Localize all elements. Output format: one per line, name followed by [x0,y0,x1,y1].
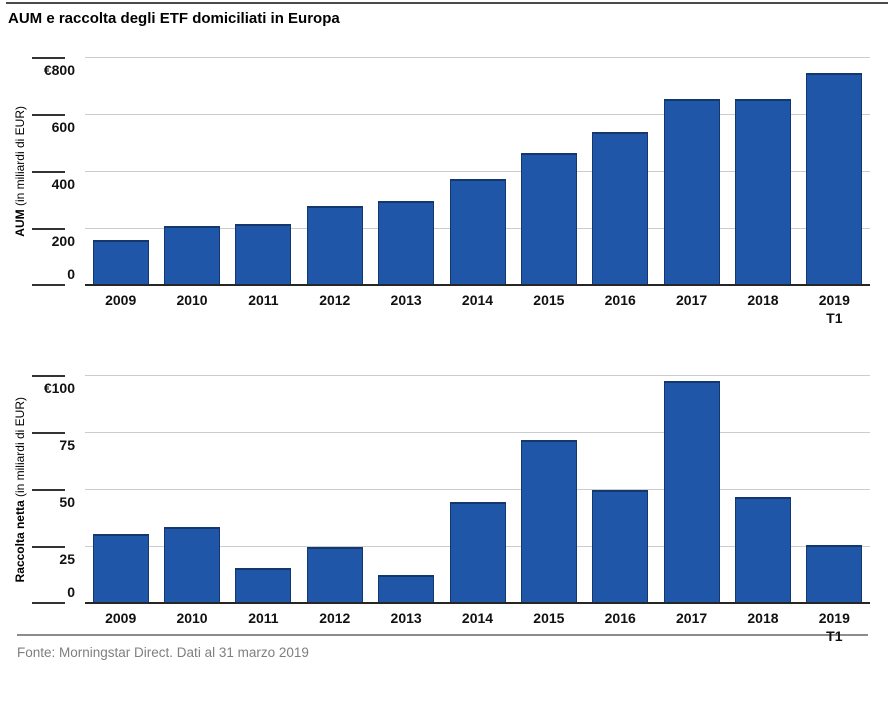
aum-bar-2017 [663,98,720,284]
x-label-2013: 2013 [390,609,422,626]
aum-bar-2015 [520,152,577,284]
raccolta-netta-chart: Raccolta netta (in miliardi di EUR) €100 7… [0,374,894,643]
gridline-600 [85,114,870,115]
y-tick-800 [32,56,65,59]
x-label-2011: 2011 [248,291,279,308]
y-tick-label-200: 200 [51,232,75,249]
y-tick-0 [32,601,65,604]
aum-bar-2016 [592,131,649,284]
y-tick-label-400: 400 [51,175,75,192]
raccolta-netta-bar-2015 [520,439,577,602]
x-label-2019: 2019 [818,609,850,626]
x-label-2009: 2009 [105,609,137,626]
aum-chart: AUM (in miliardi di EUR) €800 600 400 200 0 20… [0,56,894,325]
y-tick-100 [32,374,65,377]
y-tick-label-100: €100 [43,379,75,396]
y-tick-label-800: €800 [43,61,75,78]
aum-bar-2011 [235,223,292,284]
x-label-2018: 2018 [747,291,779,308]
source-note: Fonte: Morningstar Direct. Dati al 31 ma… [17,633,868,660]
raccolta-netta-bar-2014 [449,501,506,602]
raccolta-netta-bar-2013 [378,574,435,602]
top-rule [6,2,888,4]
x-label-2019: 2019 [818,291,850,308]
aum-bar-2009 [92,239,149,284]
raccolta-netta-bar-2011 [235,567,292,602]
x-label-2010: 2010 [176,609,208,626]
x-label-2016: 2016 [604,291,636,308]
y-tick-25 [32,545,65,548]
raccolta-netta-bar-2012 [306,546,363,602]
aum-bar-2018 [734,98,791,284]
y-tick-400 [32,170,65,173]
y-tick-600 [32,113,65,116]
x-label-2017: 2017 [676,609,708,626]
y-tick-label-50: 50 [59,493,75,510]
gridline-50 [85,489,870,490]
x-label-2015: 2015 [533,291,565,308]
page-title: AUM e raccolta degli ETF domiciliati in … [8,10,340,27]
x-label-2015: 2015 [533,609,565,626]
y-tick-label-25: 25 [59,550,75,567]
raccolta-netta-bar-2010 [164,526,221,602]
y-tick-label-0: 0 [67,265,75,282]
y-tick-0 [32,283,65,286]
raccolta-netta-bar-2019 [806,544,863,602]
x-label-2014: 2014 [461,291,494,308]
raccolta-netta-bar-2009 [92,533,149,602]
gridline-75 [85,432,870,433]
x-label-2009: 2009 [105,291,137,308]
x-label-2018: 2018 [747,609,779,626]
raccolta-netta-bar-2017 [663,380,720,602]
x-label-sub-2019: T1 [826,309,843,326]
aum-plot-area: AUM (in miliardi di EUR) €800 600 400 200 0 20… [13,56,870,325]
aum-bar-2013 [378,200,435,284]
y-tick-label-600: 600 [51,118,75,135]
aum-bar-2010 [164,225,221,284]
raccolta-netta-bar-2016 [592,489,649,602]
x-label-2011: 2011 [248,609,279,626]
x-label-2012: 2012 [319,291,351,308]
x-label-2014: 2014 [461,609,494,626]
x-label-2016: 2016 [604,609,636,626]
x-label-2013: 2013 [390,291,422,308]
x-label-2010: 2010 [176,291,208,308]
aum-bar-2012 [306,205,363,284]
raccolta-netta-bar-2018 [734,496,791,602]
y-tick-200 [32,227,65,230]
aum-bar-2019 [806,72,863,284]
y-tick-50 [32,488,65,491]
x-label-2017: 2017 [676,291,708,308]
aum-bar-2014 [449,178,506,284]
x-label-2012: 2012 [319,609,351,626]
gridline-800 [85,57,870,58]
y-tick-75 [32,431,65,434]
y-tick-label-0: 0 [67,583,75,600]
y-tick-label-75: 75 [59,436,75,453]
aum-y-axis-title: AUM (in miliardi di EUR) [12,58,28,286]
gridline-400 [85,171,870,172]
raccolta-netta-plot-area: Raccolta netta (in miliardi di EUR) €100 7… [13,374,870,643]
y-axis-title-bold: Raccolta netta [13,500,27,583]
gridline-100 [85,375,870,376]
x-label-sub-2019: T1 [826,627,843,644]
raccolta-netta-y-axis-title: Raccolta netta (in miliardi di EUR) [12,376,28,604]
